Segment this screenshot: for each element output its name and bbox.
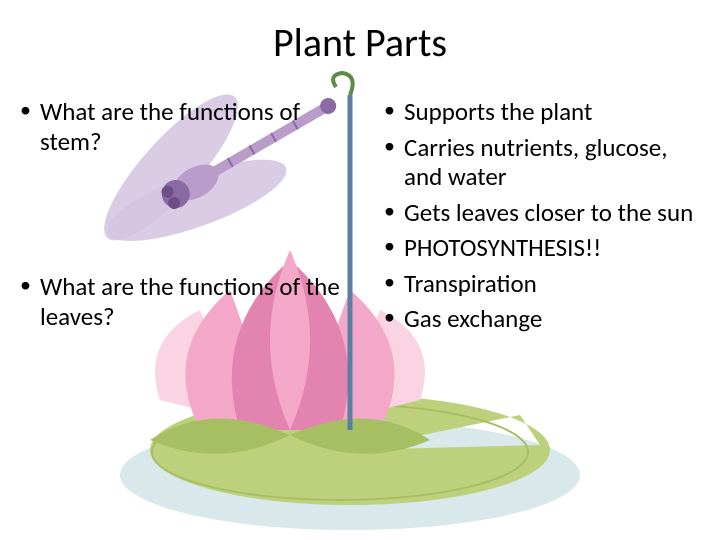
slide-content: Plant Parts What are the functions of st…: [0, 0, 720, 540]
bullet-question-stem: What are the functions of stem?: [16, 97, 348, 156]
bullet-leaves-sun: Gets leaves closer to the sun: [380, 198, 704, 228]
left-column: What are the functions of stem? What are…: [16, 97, 360, 340]
questions-list: What are the functions of stem?: [16, 97, 348, 156]
bullet-question-leaves: What are the functions of the leaves?: [16, 272, 348, 331]
bullet-carries: Carries nutrients, glucose, and water: [380, 133, 704, 192]
two-column-body: What are the functions of stem? What are…: [0, 77, 720, 340]
bullet-supports: Supports the plant: [380, 97, 704, 127]
bullet-transpiration: Transpiration: [380, 269, 704, 299]
slide-title: Plant Parts: [0, 0, 720, 77]
spacer: [16, 162, 348, 272]
bullet-photosynthesis: PHOTOSYNTHESIS!!: [380, 233, 704, 263]
questions-list-2: What are the functions of the leaves?: [16, 272, 348, 331]
answers-list: Supports the plant Carries nutrients, gl…: [380, 97, 704, 334]
bullet-gas-exchange: Gas exchange: [380, 304, 704, 334]
right-column: Supports the plant Carries nutrients, gl…: [360, 97, 704, 340]
